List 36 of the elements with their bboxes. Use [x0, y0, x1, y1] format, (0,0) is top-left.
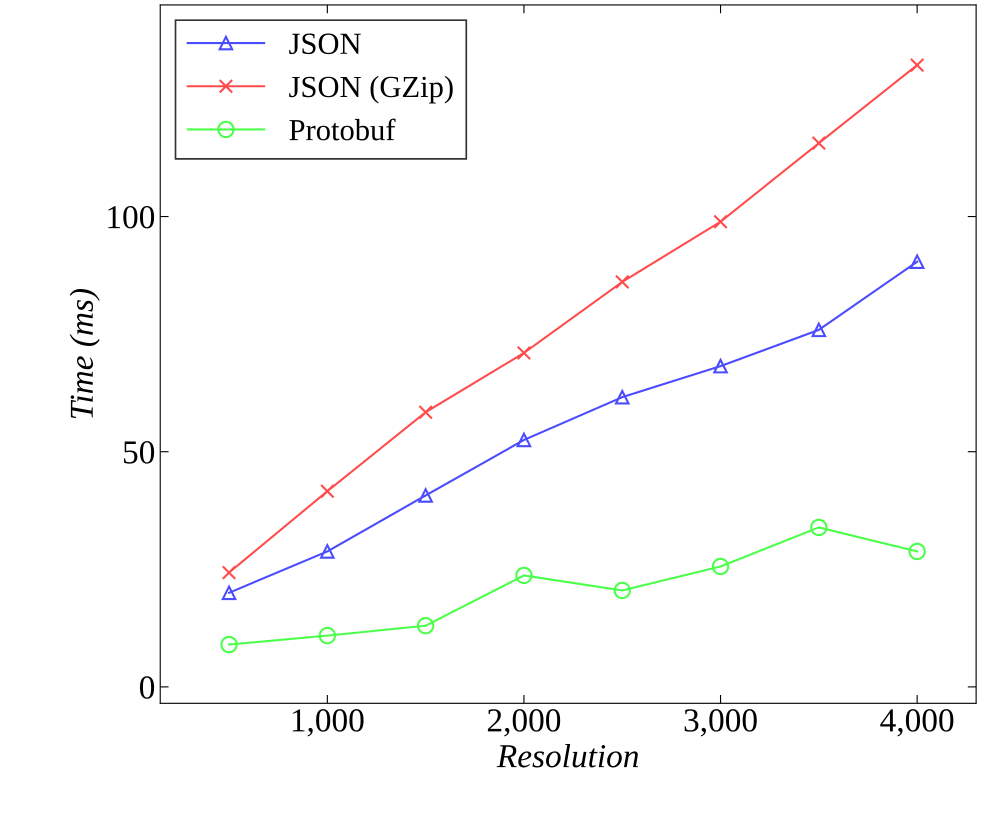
point: [712, 558, 730, 576]
y-tick-label: 0: [140, 676, 154, 699]
point: [910, 254, 924, 269]
point: [614, 582, 631, 600]
point: [515, 566, 533, 584]
legend-label: JSON: [289, 34, 361, 54]
point: [910, 58, 924, 72]
x-tick-label: 4,000: [880, 709, 954, 736]
x-tick-label: 1,000: [292, 709, 364, 736]
point: [416, 617, 434, 634]
point: [320, 484, 335, 499]
point: [810, 518, 828, 536]
point: [418, 404, 433, 420]
point: [812, 136, 826, 150]
point: [220, 636, 238, 654]
y-axis-title: Time (ms): [70, 288, 100, 418]
x-axis-title: Resolution: [496, 744, 638, 768]
point: [908, 542, 926, 560]
point: [320, 544, 335, 559]
point: [614, 274, 630, 290]
point: [614, 390, 630, 404]
point: [318, 626, 336, 644]
point: [516, 432, 532, 448]
point: [418, 488, 433, 503]
x-tick-label: 3,000: [684, 709, 757, 736]
point: [222, 586, 236, 600]
y-tick-label: 50: [124, 441, 154, 464]
point: [713, 214, 728, 230]
legend-label: Protobuf: [289, 118, 396, 140]
legend-label: JSON (GZip): [289, 76, 453, 104]
y-tick-label: 100: [108, 206, 154, 228]
x-tick-label: 2,000: [488, 709, 560, 736]
point: [222, 565, 236, 580]
point: [812, 322, 826, 338]
point: [713, 358, 728, 374]
point: [516, 346, 532, 360]
